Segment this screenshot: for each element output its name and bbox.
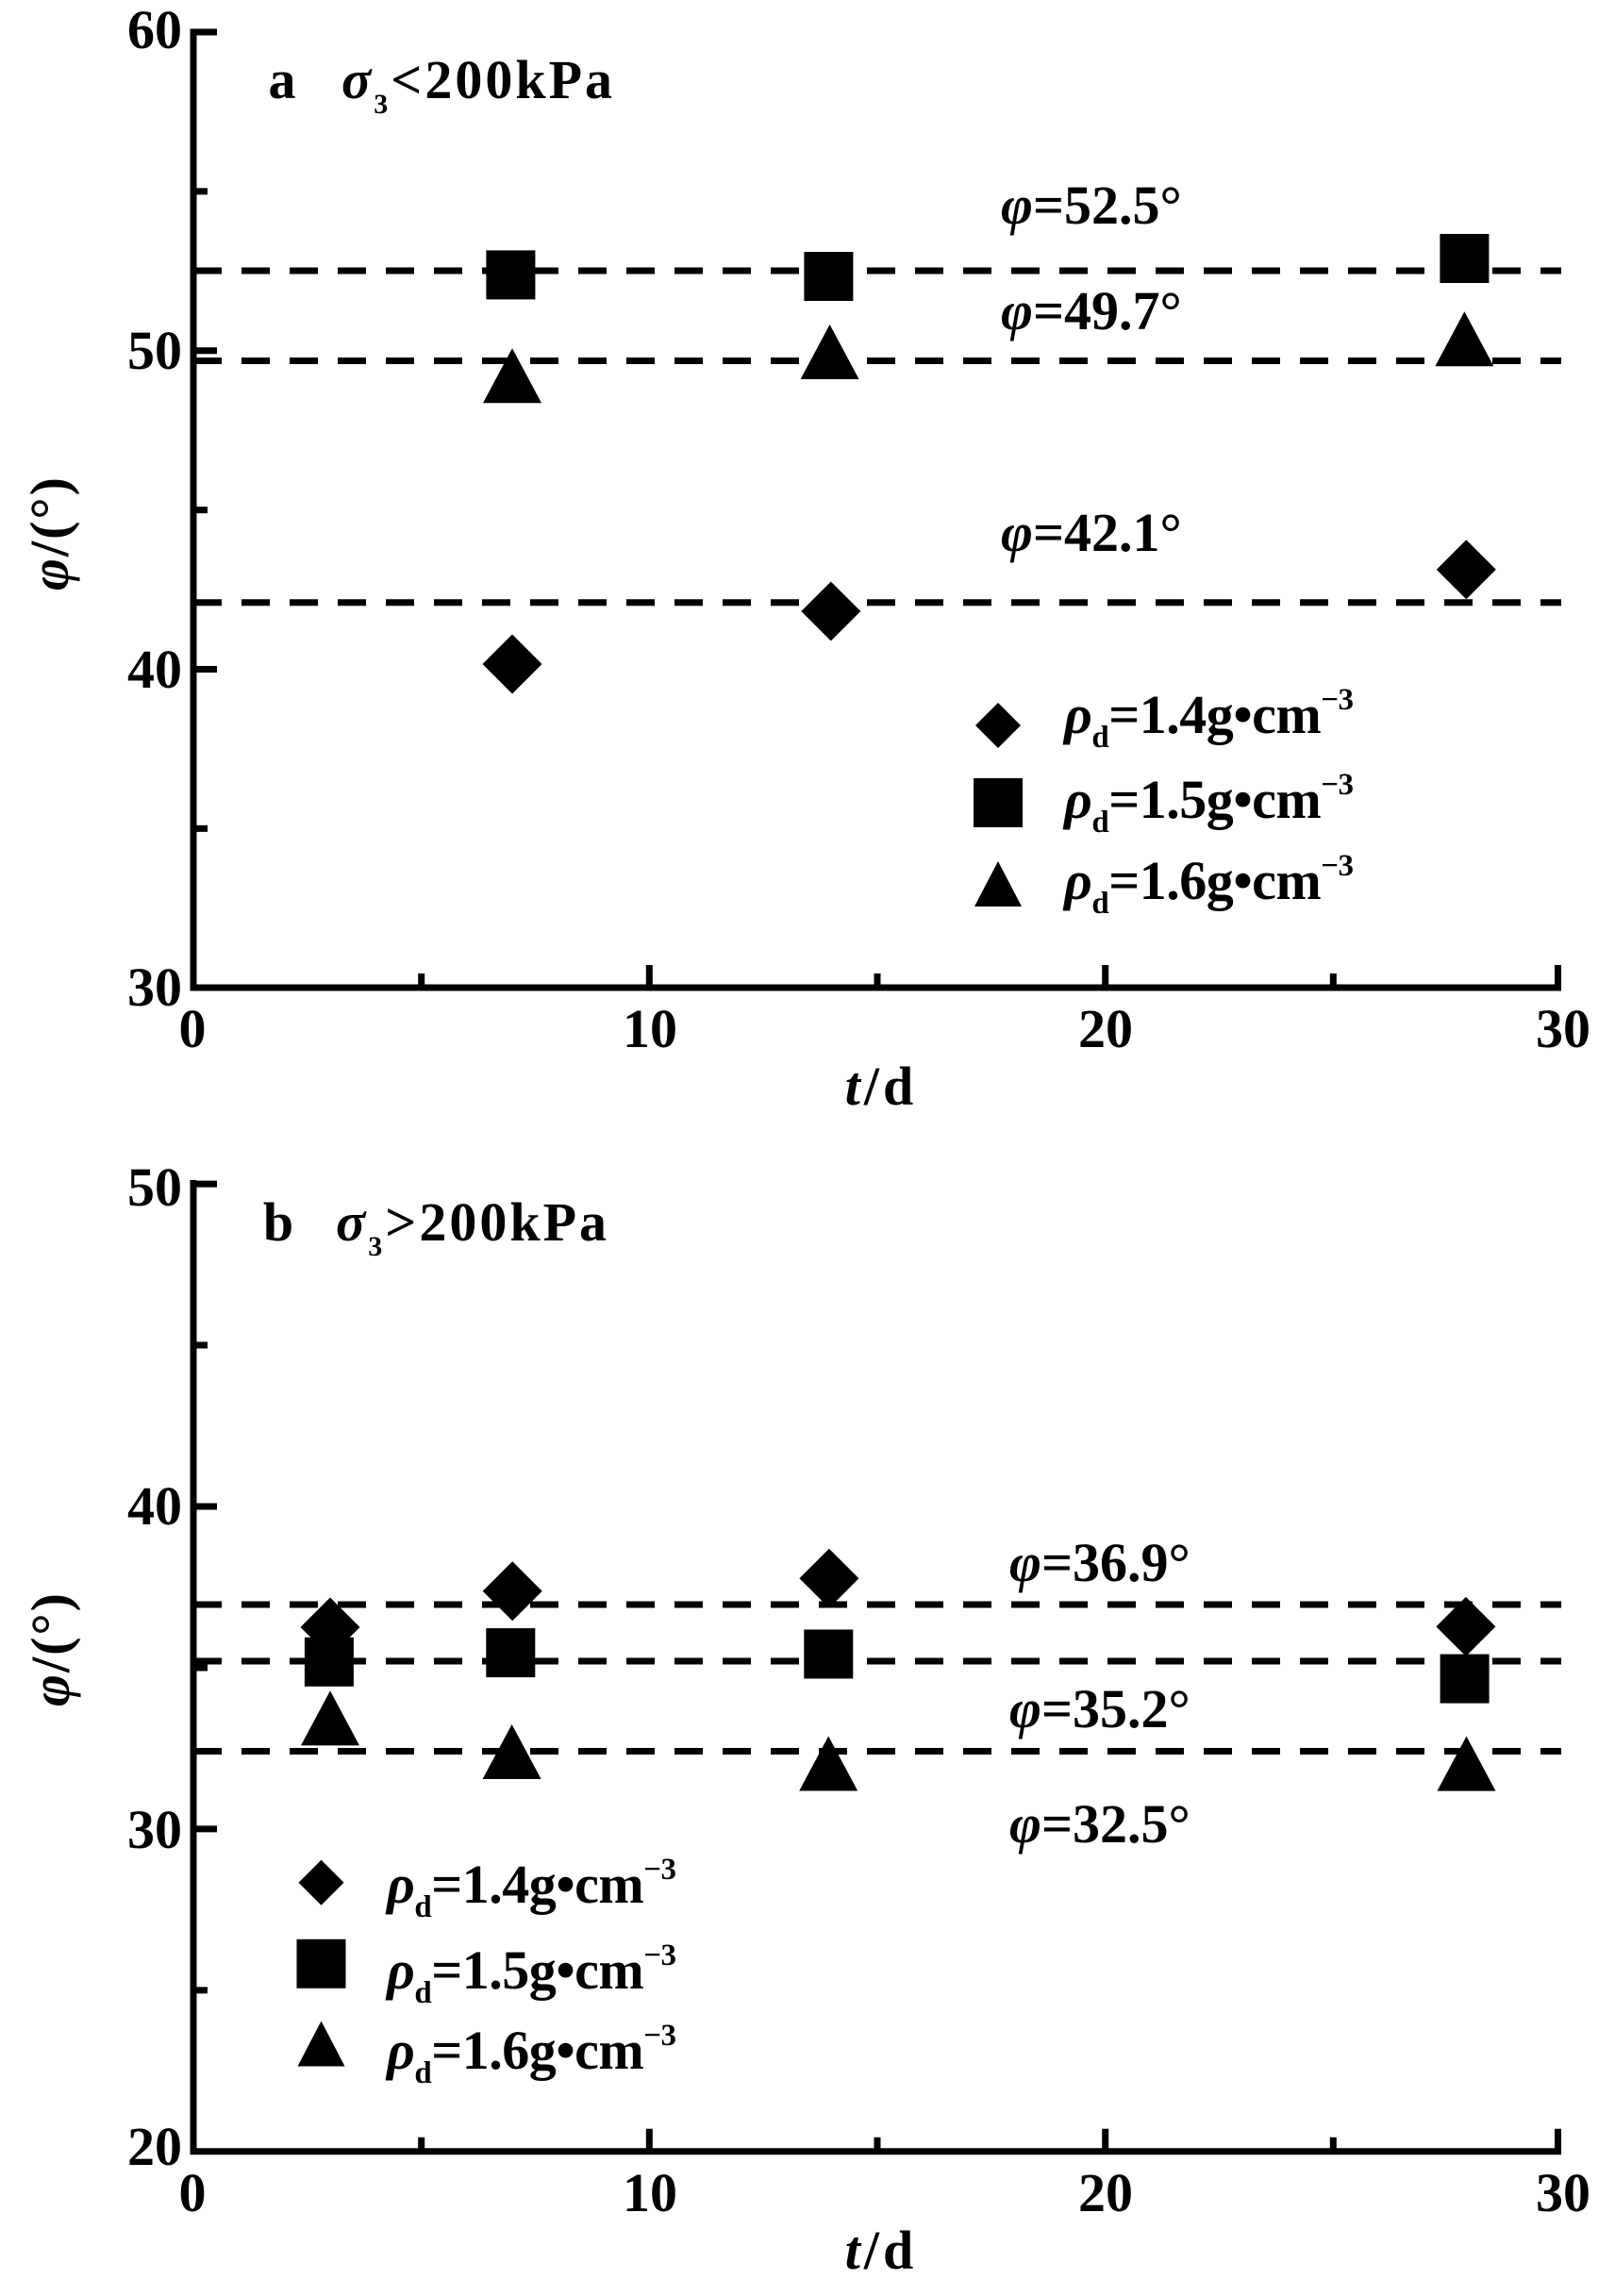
svg-text:ρd=1.5g•cm−3: ρd=1.5g•cm−3 — [385, 1938, 676, 2010]
svg-text:φ=35.2°: φ=35.2° — [1009, 1678, 1190, 1739]
svg-text:10: 10 — [623, 2162, 677, 2223]
svg-text:ρd=1.5g•cm−3: ρd=1.5g•cm−3 — [1062, 768, 1354, 840]
svg-text:σ3<200kPa: σ3<200kPa — [341, 49, 615, 120]
svg-text:ρd=1.6g•cm−3: ρd=1.6g•cm−3 — [1062, 849, 1354, 921]
svg-text:φ=36.9°: φ=36.9° — [1009, 1532, 1190, 1593]
svg-text:t/d: t/d — [845, 2220, 918, 2281]
svg-text:a: a — [269, 49, 296, 110]
svg-text:ρd=1.4g•cm−3: ρd=1.4g•cm−3 — [1062, 683, 1354, 755]
svg-text:10: 10 — [623, 998, 677, 1059]
svg-text:30: 30 — [1536, 998, 1590, 1059]
svg-text:30: 30 — [127, 1799, 182, 1860]
svg-text:20: 20 — [1078, 998, 1133, 1059]
svg-text:φ=52.5°: φ=52.5° — [1001, 175, 1182, 236]
svg-text:30: 30 — [127, 957, 182, 1018]
svg-text:φ=32.5°: φ=32.5° — [1009, 1793, 1190, 1855]
svg-text:40: 40 — [127, 639, 182, 700]
svg-text:σ3>200kPa: σ3>200kPa — [336, 1191, 609, 1262]
svg-text:φ=49.7°: φ=49.7° — [1001, 280, 1182, 341]
svg-text:40: 40 — [127, 1475, 182, 1537]
svg-text:φ=42.1°: φ=42.1° — [1001, 502, 1182, 563]
svg-text:ρd=1.4g•cm−3: ρd=1.4g•cm−3 — [385, 1853, 676, 1924]
svg-text:60: 60 — [127, 0, 182, 60]
svg-text:50: 50 — [127, 1156, 182, 1218]
svg-text:50: 50 — [127, 320, 182, 381]
svg-text:t/d: t/d — [845, 1056, 918, 1117]
svg-text:20: 20 — [127, 2116, 182, 2177]
svg-text:φ/(°): φ/(°) — [20, 1591, 81, 1706]
svg-text:b: b — [263, 1191, 293, 1253]
svg-text:0: 0 — [179, 2162, 207, 2223]
svg-text:20: 20 — [1078, 2162, 1133, 2223]
svg-text:ρd=1.6g•cm−3: ρd=1.6g•cm−3 — [385, 2019, 676, 2090]
svg-text:φ/(°): φ/(°) — [19, 475, 80, 591]
svg-text:30: 30 — [1536, 2162, 1590, 2223]
svg-text:0: 0 — [179, 998, 207, 1059]
